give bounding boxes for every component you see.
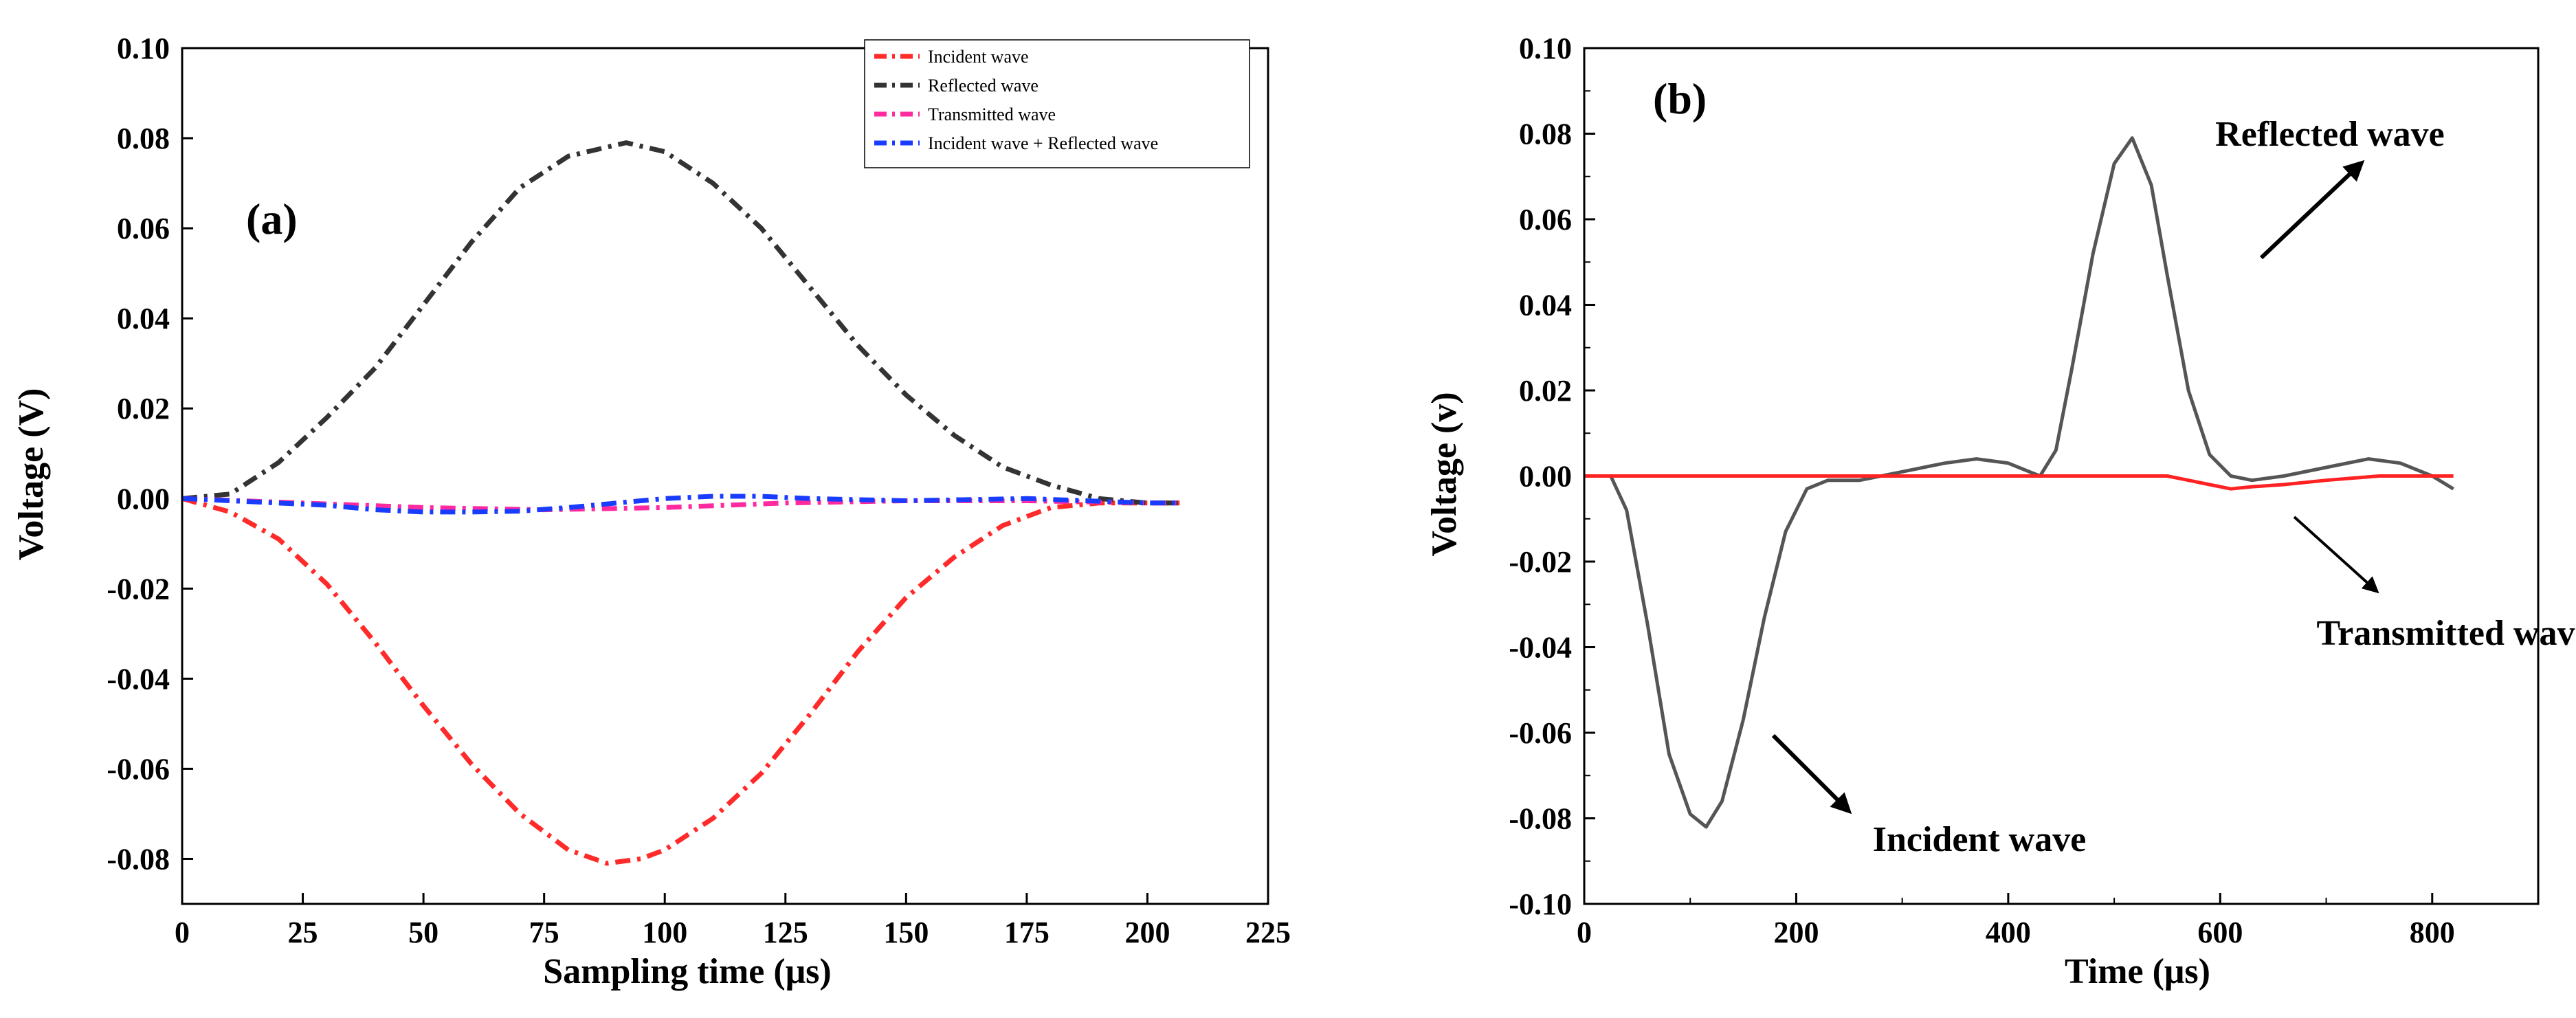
- chart-a-y-tick-label: 0.04: [117, 302, 170, 335]
- chart-b-y-tick-label: 0.08: [1519, 118, 1572, 151]
- annotation-reflected-arrow: [2259, 159, 2365, 260]
- legend-box: [864, 39, 1250, 168]
- chart-a-x-tick-label: 225: [1245, 916, 1291, 949]
- chart-a-x-tick-label: 50: [408, 916, 438, 949]
- chart-a-panel-label: (a): [246, 195, 298, 243]
- annotation-incident: Incident wave: [1771, 733, 2087, 859]
- legend-entry-transmitted: Transmitted wave: [874, 104, 1056, 124]
- legend-label-incident: Incident wave: [928, 47, 1029, 67]
- chart-a-y-axis-title: Voltage (V): [12, 388, 51, 561]
- chart-b-y-tick-label: 0.00: [1519, 460, 1572, 494]
- annotation-transmitted-arrow: [2293, 516, 2379, 594]
- chart-a-x-tick-label: 125: [763, 916, 808, 949]
- chart-b-y-tick-label: -0.06: [1509, 716, 1572, 750]
- chart-a-legend: Incident wave Reflected wave Transmitted…: [864, 39, 1250, 168]
- chart-b-series-line-1: [1584, 474, 2454, 491]
- legend-label-sum: Incident wave + Reflected wave: [928, 133, 1158, 153]
- chart-a-y-tick-label: 0.08: [117, 122, 170, 155]
- annotation-reflected: Reflected wave: [2215, 115, 2445, 260]
- chart-a-y-tick-label: 0.02: [117, 392, 170, 425]
- legend-entry-sum: Incident wave + Reflected wave: [874, 133, 1158, 153]
- chart-b-series-line-0: [1584, 136, 2454, 829]
- chart-a-series-line-3: [181, 494, 1181, 515]
- chart-b-x-tick-label: 600: [2197, 916, 2243, 949]
- legend-label-reflected: Reflected wave: [928, 76, 1039, 96]
- chart-a-x-tick-label: 100: [642, 916, 687, 949]
- chart-b-x-tick-label: 400: [1986, 916, 2031, 949]
- chart-a-x-tick-label: 175: [1004, 916, 1050, 949]
- annotation-transmitted: Transmitted wave: [2293, 516, 2576, 653]
- chart-b-y-tick-label: -0.08: [1509, 802, 1572, 836]
- chart-b-x-tick-label: 0: [1577, 916, 1592, 949]
- chart-a-x-tick-label: 0: [175, 916, 190, 949]
- chart-a: 0 25 50 75 100 125 150 175 200 225 0.10 0.08 0.06 0.0…: [12, 32, 1291, 991]
- chart-b-y-tick-label: -0.02: [1509, 545, 1572, 579]
- chart-b-y-tick-label: 0.10: [1519, 32, 1572, 65]
- chart-a-y-tick-label: -0.08: [107, 842, 170, 876]
- chart-a-y-tick-label: 0.06: [117, 212, 170, 245]
- chart-a-y-tick-label: 0.10: [117, 32, 170, 65]
- legend-entry-reflected: Reflected wave: [874, 76, 1039, 96]
- chart-a-y-tick-label: -0.02: [107, 572, 170, 606]
- chart-b-x-tick-label: 800: [2410, 916, 2455, 949]
- chart-b-y-tick-label: 0.04: [1519, 289, 1572, 322]
- chart-b-panel-label: (b): [1653, 74, 1707, 123]
- chart-a-y-tick-label: -0.06: [107, 752, 170, 786]
- chart-b-y-tick-label: 0.02: [1519, 374, 1572, 408]
- chart-a-y-tick-label: -0.04: [107, 662, 170, 696]
- chart-b-frame: [1583, 47, 2540, 905]
- chart-a-x-tick-label: 200: [1124, 916, 1170, 949]
- chart-a-x-axis-title: Sampling time (μs): [543, 952, 831, 991]
- legend-label-transmitted: Transmitted wave: [928, 104, 1056, 124]
- legend-entry-incident: Incident wave: [874, 47, 1029, 67]
- chart-b: 0 200 400 600 800 0.10 0.08 0.06 0.04 0.02 0.00 -0.…: [1425, 32, 2576, 991]
- annotation-transmitted-label: Transmitted wave: [2316, 614, 2576, 653]
- chart-a-x-tick-label: 150: [883, 916, 929, 949]
- chart-a-series-line-0: [181, 496, 1181, 866]
- chart-a-frame: [181, 47, 1269, 905]
- annotation-reflected-label: Reflected wave: [2215, 115, 2445, 154]
- chart-a-x-tick-label: 25: [288, 916, 318, 949]
- chart-a-series-line-1: [181, 140, 1181, 506]
- annotation-incident-label: Incident wave: [1873, 820, 2087, 859]
- chart-b-y-tick-label: -0.10: [1509, 887, 1572, 921]
- chart-a-x-tick-label: 75: [529, 916, 559, 949]
- chart-a-y-tick-label: 0.00: [117, 482, 170, 516]
- chart-b-x-tick-label: 200: [1773, 916, 1819, 949]
- chart-b-y-tick-label: -0.04: [1509, 631, 1572, 665]
- chart-b-y-tick-label: 0.06: [1519, 203, 1572, 236]
- annotation-incident-arrow: [1771, 733, 1852, 815]
- chart-b-y-axis-title: Voltage (v): [1425, 392, 1464, 556]
- chart-b-x-axis-title: Time (μs): [2065, 952, 2210, 991]
